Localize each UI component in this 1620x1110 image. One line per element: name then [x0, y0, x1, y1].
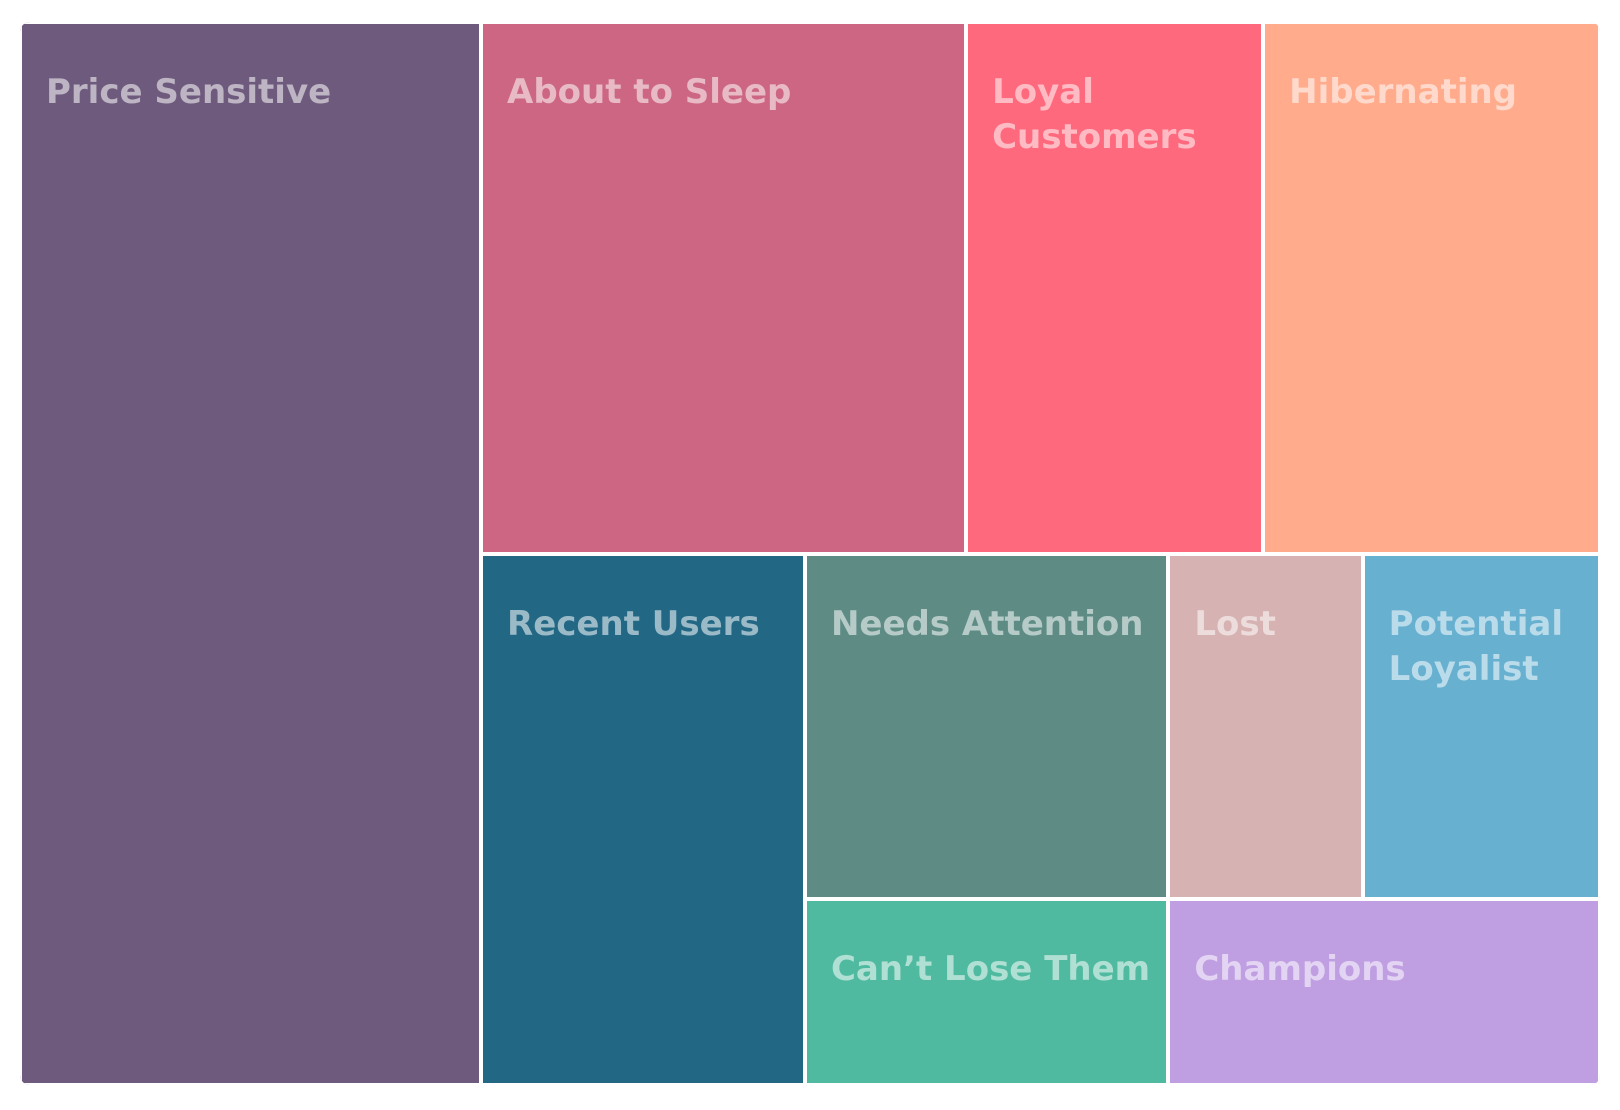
- treemap-tile-label: Price Sensitive: [46, 72, 332, 112]
- treemap-tile-label: Recent Users: [507, 603, 760, 644]
- treemap-tile-potential-loyalist: Potential Loyalist: [1362, 553, 1600, 899]
- treemap-tile-about-to-sleep: About to Sleep: [481, 22, 967, 554]
- treemap-tile-label: Needs Attention: [830, 603, 1144, 644]
- treemap-tile-label: Champions: [1194, 948, 1406, 989]
- treemap-tile-recent-users: Recent Users: [481, 553, 805, 1085]
- treemap-tile-loyal-customers: Loyal Customers: [966, 22, 1264, 554]
- treemap-chart: Price Sensitive About to Sleep Loyal Custo…: [20, 22, 1600, 1085]
- treemap-tile-champions: Champions: [1168, 898, 1600, 1085]
- treemap-tile-price-sensitive: Price Sensitive: [20, 22, 482, 1085]
- treemap-tile-can-t-lose-them: Can’t Lose Them: [804, 898, 1169, 1085]
- treemap-tile-label: Hibernating: [1289, 72, 1518, 112]
- treemap-tile-label: Potential Loyalist: [1388, 603, 1563, 689]
- treemap-tile-label: Loyal Customers: [992, 72, 1197, 157]
- treemap-tile-needs-attention: Needs Attention: [804, 553, 1169, 899]
- treemap-tile-lost: Lost: [1168, 553, 1363, 899]
- treemap-tile-label: About to Sleep: [507, 72, 792, 112]
- treemap-tile-label: Lost: [1194, 603, 1276, 644]
- treemap-tile-hibernating: Hibernating: [1263, 22, 1600, 554]
- treemap-tile-label: Can’t Lose Them: [830, 948, 1151, 989]
